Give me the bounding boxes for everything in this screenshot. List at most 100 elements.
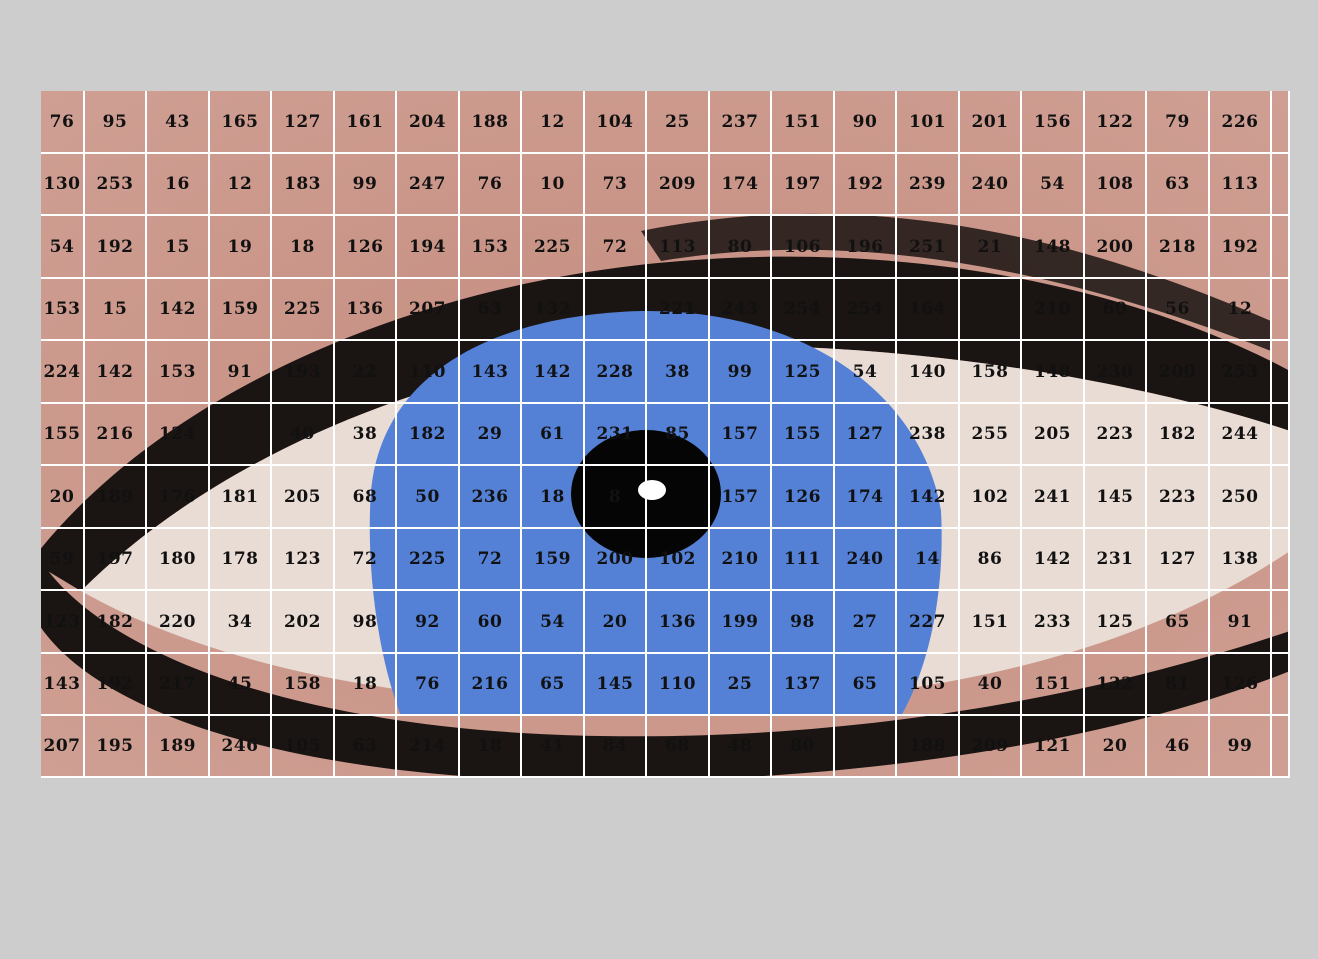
grid-cell: 231	[1085, 529, 1147, 591]
grid-edge-cell	[1272, 591, 1290, 654]
grid-cell: 38	[335, 404, 397, 466]
grid-cell: 18	[272, 216, 335, 279]
grid-cell: 63	[460, 279, 522, 341]
grid-cell: 99	[1210, 716, 1272, 778]
grid-cell: 18	[522, 466, 585, 529]
grid-cell: 54	[1022, 154, 1085, 216]
grid-cell: 126	[1210, 654, 1272, 716]
grid-cell: 110	[647, 654, 710, 716]
grid-cell: 244	[1210, 404, 1272, 466]
grid-cell: 182	[397, 404, 460, 466]
grid-edge-cell	[1272, 341, 1290, 404]
grid-cell: 48	[710, 716, 772, 778]
grid-cell: 251	[897, 216, 960, 279]
grid-cell: 14	[897, 529, 960, 591]
grid-cell: 240	[835, 529, 897, 591]
number-grid: 76 95 43 165 127 161 204 188 12 104 25 237 151 90 101 2…	[41, 91, 1290, 778]
grid-cell: 194	[397, 216, 460, 279]
grid-cell: 156	[1022, 91, 1085, 154]
grid-cell: 68	[335, 466, 397, 529]
grid-cell: 15	[85, 279, 147, 341]
grid-cell: 86	[960, 529, 1022, 591]
grid-cell: 84	[585, 716, 647, 778]
grid-cell: 99	[335, 154, 397, 216]
grid-cell: 122	[1085, 91, 1147, 154]
grid-cell: 233	[1022, 591, 1085, 654]
grid-cell: 165	[210, 91, 272, 154]
grid-cell: 102	[960, 466, 1022, 529]
grid-cell	[210, 404, 272, 466]
grid-cell: 45	[210, 654, 272, 716]
grid-cell	[835, 716, 897, 778]
grid-cell: 25	[647, 91, 710, 154]
grid-cell: 76	[460, 154, 522, 216]
grid-cell: 196	[835, 216, 897, 279]
grid-cell: 151	[960, 591, 1022, 654]
grid-cell: 121	[1022, 716, 1085, 778]
grid-cell: 189	[147, 716, 210, 778]
grid-cell: 90	[835, 91, 897, 154]
grid-cell: 143	[41, 654, 85, 716]
grid-cell: 132	[1085, 654, 1147, 716]
grid-cell: 199	[710, 591, 772, 654]
grid-cell: 200	[585, 529, 647, 591]
grid-cell: 253	[1210, 341, 1272, 404]
grid-cell: 63	[335, 716, 397, 778]
grid-cell: 20	[41, 466, 85, 529]
grid-cell: 68	[647, 716, 710, 778]
grid-cell: 65	[522, 654, 585, 716]
grid-cell: 148	[1022, 216, 1085, 279]
grid-cell: 210	[710, 529, 772, 591]
grid-cell: 113	[1210, 154, 1272, 216]
grid-cell: 81	[1147, 654, 1210, 716]
grid-cell: 106	[772, 216, 835, 279]
grid-cell: 92	[397, 591, 460, 654]
grid-cell: 91	[210, 341, 272, 404]
grid-cell: 217	[147, 654, 210, 716]
grid-cell: 220	[147, 591, 210, 654]
grid-cell: 218	[1147, 216, 1210, 279]
grid-cell: 50	[397, 466, 460, 529]
grid-cell: 65	[1147, 591, 1210, 654]
grid-cell: 174	[710, 154, 772, 216]
grid-cell: 226	[1210, 91, 1272, 154]
grid-cell: 237	[710, 91, 772, 154]
grid-cell: 153	[460, 216, 522, 279]
grid-cell: 12	[1210, 279, 1272, 341]
grid-cell: 200	[1085, 216, 1147, 279]
grid-cell: 225	[272, 279, 335, 341]
grid-cell: 60	[1085, 279, 1147, 341]
grid-cell: 189	[85, 466, 147, 529]
grid-cell: 182	[85, 591, 147, 654]
grid-cell: 126	[772, 466, 835, 529]
grid-cell: 207	[397, 279, 460, 341]
grid-cell: 59	[41, 529, 85, 591]
grid-cell: 54	[835, 341, 897, 404]
grid-cell: 123	[41, 591, 85, 654]
grid-cell: 161	[335, 91, 397, 154]
grid-cell: 225	[522, 216, 585, 279]
grid-cell: 181	[210, 466, 272, 529]
grid-cell: 192	[835, 154, 897, 216]
grid-cell: 108	[1085, 154, 1147, 216]
grid-cell: 225	[397, 529, 460, 591]
grid-cell: 137	[772, 654, 835, 716]
grid-cell: 193	[272, 341, 335, 404]
grid-cell: 25	[710, 654, 772, 716]
grid-cell: 22	[335, 341, 397, 404]
grid-cell: 202	[272, 591, 335, 654]
grid-cell: 151	[772, 91, 835, 154]
grid-cell: 253	[85, 154, 147, 216]
grid-cell: 239	[897, 154, 960, 216]
grid-cell: 123	[272, 529, 335, 591]
grid-cell: 223	[1147, 466, 1210, 529]
grid-cell: 143	[460, 341, 522, 404]
grid-cell: 98	[335, 591, 397, 654]
grid-edge-cell	[1272, 216, 1290, 279]
grid-cell: 192	[85, 216, 147, 279]
grid-cell: 16	[147, 154, 210, 216]
grid-cell: 157	[710, 404, 772, 466]
grid-cell: 95	[85, 91, 147, 154]
grid-cell: 209	[647, 154, 710, 216]
grid-cell: 250	[1210, 466, 1272, 529]
